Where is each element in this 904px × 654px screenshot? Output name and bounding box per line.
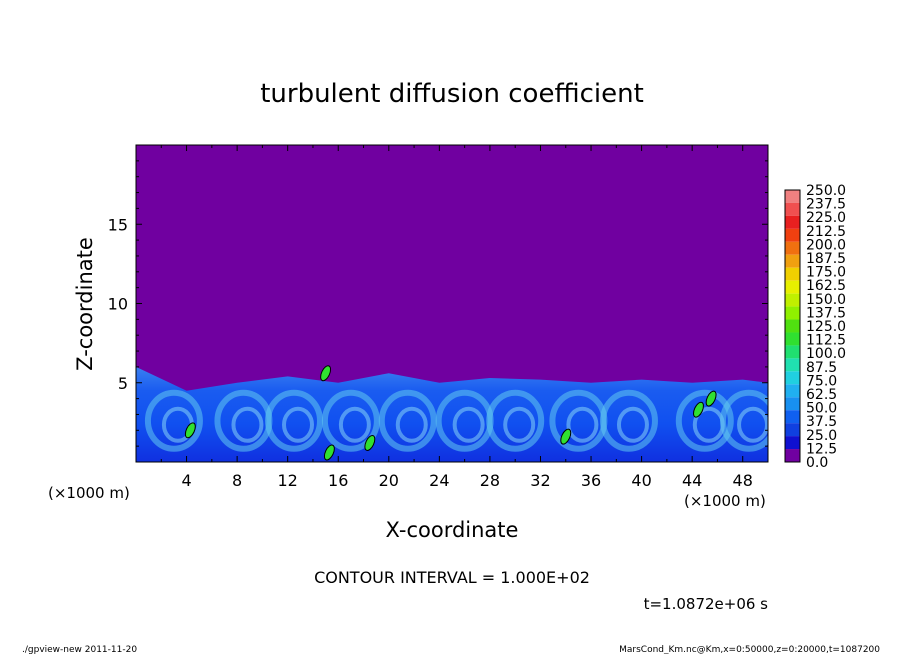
colorbar-label: 212.5 (806, 224, 846, 240)
y-tick-label: 5 (118, 374, 128, 393)
colorbar-label: 175.0 (806, 265, 846, 281)
colorbar-label: 62.5 (806, 387, 837, 403)
convective-cell (378, 389, 437, 452)
colorbar-band (785, 332, 800, 346)
colorbar-frame (784, 189, 801, 463)
colorbar-label: 162.5 (806, 278, 846, 294)
x-tick-label: 48 (733, 471, 753, 490)
x-tick-label: 40 (631, 471, 651, 490)
x-tick-label: 12 (278, 471, 298, 490)
colorbar-band (785, 190, 800, 203)
colorbar-label: 112.5 (806, 333, 846, 349)
colorbar-label: 250.0 (806, 183, 846, 199)
x-tick-label: 44 (682, 471, 702, 490)
colorbar-band (785, 410, 800, 424)
convective-cell-core (282, 406, 314, 443)
colorbar-label: 200.0 (806, 237, 846, 253)
heatmap-turbulent-layer (136, 365, 768, 462)
x-tick-label: 24 (429, 471, 449, 490)
colorbar-band (785, 358, 800, 372)
colorbar-label: 37.5 (806, 414, 837, 430)
convective-cell (265, 389, 323, 452)
convective-cell-core (566, 406, 599, 443)
colorbar-band (785, 345, 800, 359)
x-tick-label: 20 (379, 471, 399, 490)
colorbar-label: 0.0 (806, 455, 828, 471)
colorbar-label: 50.0 (806, 401, 837, 417)
colorbar-band (785, 254, 800, 268)
colorbar-band (785, 267, 800, 281)
convective-cell (321, 389, 380, 452)
high-value-plume (364, 435, 376, 451)
colorbar-label: 187.5 (806, 251, 846, 267)
convective-cell (720, 389, 768, 452)
contour-interval-text: CONTOUR INTERVAL = 1.000E+02 (314, 568, 590, 587)
colorbar-label: 150.0 (806, 292, 846, 308)
colorbar-label: 87.5 (806, 360, 837, 376)
x-tick-label: 8 (232, 471, 242, 490)
x-tick-label: 28 (480, 471, 500, 490)
colorbar-band (785, 449, 800, 462)
convective-cell-core (231, 406, 264, 443)
high-value-plume (693, 401, 704, 418)
colorbar-band (785, 241, 800, 255)
chart-title: turbulent diffusion coefficient (260, 79, 644, 109)
colorbar-label: 25.0 (806, 428, 837, 444)
x-axis-label: X-coordinate (386, 518, 519, 542)
high-value-plume (320, 365, 332, 382)
y-axis-label: Z-coordinate (73, 237, 97, 371)
x-tick-label: 36 (581, 471, 601, 490)
colorbar-band (785, 371, 800, 385)
footer-left: ./gpview-new 2011-11-20 (22, 645, 137, 654)
convective-cell-core (338, 406, 371, 443)
colorbar-label: 75.0 (806, 373, 837, 389)
y-tick-label: 10 (108, 295, 128, 314)
colorbar-label: 125.0 (806, 319, 846, 335)
high-value-plume (560, 428, 572, 445)
colorbar-band (785, 202, 800, 216)
x-tick-label: 16 (328, 471, 348, 490)
colorbar-band (785, 228, 800, 242)
y-tick-label: 15 (108, 215, 128, 234)
colorbar-band (785, 280, 800, 294)
colorbar-label: 12.5 (806, 441, 837, 457)
x-axis-unit: (×1000 m) (684, 492, 766, 510)
x-tick-label: 4 (181, 471, 191, 490)
colorbar-band (785, 215, 800, 229)
high-value-plume (323, 444, 335, 461)
colorbar-label: 137.5 (806, 305, 846, 321)
convective-cell (599, 389, 658, 452)
high-value-plume (705, 390, 717, 407)
high-value-plume (184, 422, 196, 439)
colorbar-band (785, 293, 800, 307)
colorbar-label: 225.0 (806, 210, 846, 226)
colorbar-band (785, 397, 800, 411)
colorbar-band (785, 306, 800, 320)
convective-cell-core (503, 406, 536, 443)
convective-cell (675, 389, 734, 452)
convective-cell-core (737, 406, 768, 443)
colorbar-label: 100.0 (806, 346, 846, 362)
convective-cell-core (452, 406, 485, 443)
convective-cell-core (616, 406, 649, 443)
convective-cell (144, 389, 203, 452)
colorbar-label: 237.5 (806, 197, 846, 213)
convective-cell-core (395, 406, 428, 443)
colorbar-band (785, 423, 800, 437)
colorbar-band (785, 319, 800, 333)
footer-right: MarsCond_Km.nc@Km,x=0:50000,z=0:20000,t=… (619, 645, 880, 654)
convective-cell (486, 389, 545, 452)
time-text: t=1.0872e+06 s (644, 595, 769, 613)
colorbar-band (785, 384, 800, 398)
y-axis-unit: (×1000 m) (48, 484, 130, 502)
colorbar-band (785, 436, 800, 450)
x-tick-label: 32 (530, 471, 550, 490)
